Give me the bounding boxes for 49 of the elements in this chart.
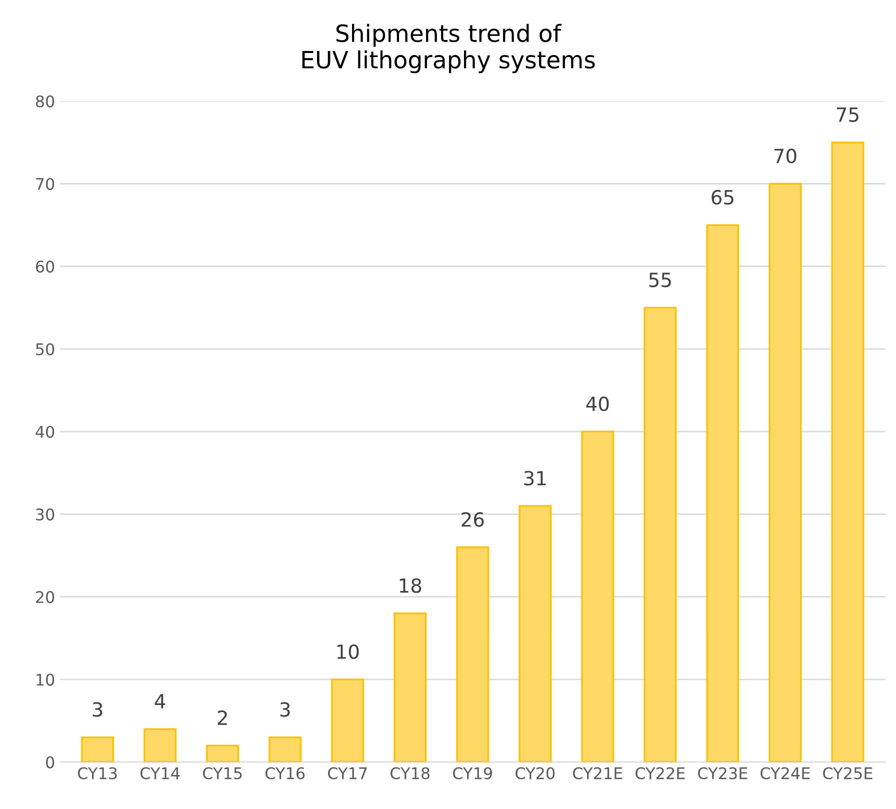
x-tick-label: CY15	[202, 767, 242, 780]
x-tick-label: CY23E	[698, 767, 748, 780]
y-tick-label: 20	[36, 591, 54, 604]
x-tick-label: CY20	[516, 767, 555, 780]
bar	[394, 612, 427, 762]
bar	[81, 736, 114, 762]
bar	[206, 744, 240, 762]
bar	[268, 736, 302, 762]
y-tick-label: 30	[36, 508, 54, 521]
data-label: 4	[154, 694, 166, 708]
bar	[456, 546, 490, 762]
data-label: 70	[774, 148, 796, 164]
x-tick-label: CY25E	[823, 767, 872, 780]
y-tick-label: 70	[36, 178, 54, 190]
data-label: 26	[462, 512, 484, 527]
x-tick-label: CY13	[78, 767, 117, 780]
bar	[581, 430, 614, 762]
y-tick-label: 60	[36, 260, 54, 273]
data-label: 31	[524, 470, 546, 486]
x-tick-label: CY14	[140, 767, 180, 780]
x-tick-label: CY18	[390, 767, 430, 780]
y-tick-label: 10	[36, 674, 54, 686]
chart-title: Shipments trend of EUV lithography systems	[302, 24, 595, 74]
data-label: 75	[836, 108, 858, 122]
y-tick-label: 50	[36, 343, 54, 356]
x-tick-label: CY21E	[573, 767, 622, 780]
data-label: 10	[337, 644, 359, 660]
x-tick-label: CY24E	[760, 767, 810, 780]
bar	[644, 306, 677, 762]
x-tick-label: CY19	[453, 767, 492, 780]
data-label: 18	[400, 578, 422, 593]
y-tick-label: 80	[36, 95, 54, 108]
x-tick-label: CY22E	[636, 767, 685, 780]
data-label: 2	[218, 710, 227, 725]
x-tick-label: CY17	[328, 767, 367, 780]
bar	[331, 678, 364, 762]
bar	[706, 224, 740, 762]
bar	[518, 505, 552, 762]
bar	[831, 142, 864, 762]
data-label: 3	[280, 702, 290, 717]
bar	[144, 728, 177, 762]
y-tick-label: 0	[46, 756, 54, 768]
data-label: 3	[92, 702, 102, 717]
y-tick-label: 40	[36, 426, 54, 438]
data-label: 55	[649, 272, 671, 288]
x-tick-label: CY16	[266, 767, 305, 780]
data-label: 40	[586, 396, 609, 412]
bar	[768, 182, 802, 762]
data-label: 65	[712, 190, 734, 205]
